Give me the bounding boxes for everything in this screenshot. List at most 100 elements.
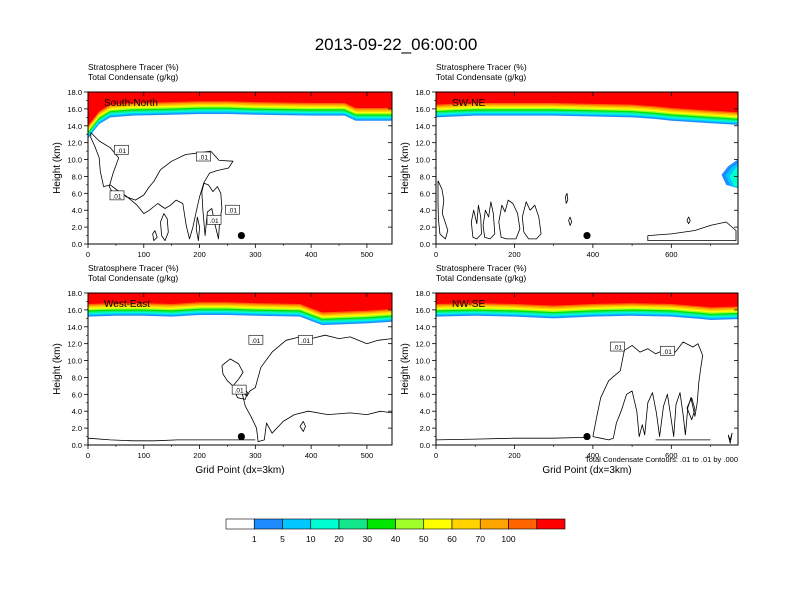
colorbar-label: 1 — [252, 534, 257, 544]
y-tick-label: 18.0 — [67, 88, 82, 97]
condensate-contour — [498, 199, 521, 240]
panel-sn: Stratosphere Tracer (%)Total Condensate … — [52, 62, 393, 259]
y-tick-label: 14.0 — [415, 122, 430, 131]
colorbar-label: 5 — [280, 534, 285, 544]
y-axis-label: Height (km) — [400, 142, 411, 194]
x-tick-label: 600 — [665, 451, 678, 460]
plot-background — [88, 92, 392, 244]
location-marker — [583, 231, 591, 240]
colorbar-label: 60 — [447, 534, 457, 544]
y-tick-label: 14.0 — [415, 323, 430, 332]
condensate-contour — [568, 216, 573, 226]
colorbar-swatch — [282, 518, 312, 530]
y-tick-label: 12.0 — [415, 340, 430, 349]
contour-label: .01 — [210, 218, 219, 225]
panel-subtitle-line: Stratosphere Tracer (%) — [88, 62, 179, 72]
y-tick-label: 0.0 — [420, 441, 430, 450]
x-tick-label: 500 — [361, 250, 374, 259]
colorbar-swatch — [536, 518, 566, 530]
colorbar-label: 70 — [476, 534, 486, 544]
x-tick-label: 0 — [434, 451, 438, 460]
location-marker — [237, 231, 245, 240]
condensate-contour — [565, 192, 569, 204]
y-tick-label: 4.0 — [72, 407, 82, 416]
y-tick-label: 8.0 — [420, 172, 430, 181]
colorbar-swatch — [479, 518, 509, 530]
colorbar-label: 100 — [501, 534, 515, 544]
panel-subtitle-line: Stratosphere Tracer (%) — [436, 62, 527, 72]
y-axis-label: Height (km) — [400, 343, 411, 395]
contour-label-box — [225, 204, 240, 215]
panel-subtitle-line: Stratosphere Tracer (%) — [88, 263, 179, 273]
y-tick-label: 6.0 — [72, 390, 82, 399]
contour-label: .01 — [663, 349, 672, 356]
colorbar-swatch — [366, 518, 396, 530]
y-axis-label: Height (km) — [52, 142, 63, 194]
panel-label: South-North — [104, 98, 158, 109]
panel-we: Stratosphere Tracer (%)Total Condensate … — [52, 263, 393, 476]
panel-nwse: Stratosphere Tracer (%) Total Condensate … — [400, 263, 739, 476]
colorbar-label: 10 — [306, 534, 316, 544]
contour-note: Total Condensate Contours: .01 to .01 by… — [585, 455, 738, 464]
y-tick-label: 14.0 — [67, 122, 82, 131]
y-tick-label: 0.0 — [72, 240, 82, 249]
colorbar-label: 50 — [419, 534, 429, 544]
condensate-contour — [470, 204, 482, 240]
condensate-contour — [727, 432, 733, 444]
x-tick-label: 400 — [587, 250, 600, 259]
contour-label: .01 — [251, 338, 260, 345]
panel-label: SW-NE — [452, 98, 485, 109]
contour-label-box — [231, 384, 247, 395]
colorbar-swatch — [508, 518, 538, 530]
contour-label-box — [109, 190, 125, 201]
y-tick-label: 8.0 — [420, 373, 430, 382]
y-tick-label: 10.0 — [67, 357, 82, 366]
condensate-contour — [88, 437, 256, 442]
contour-label-box — [660, 345, 675, 356]
x-tick-label: 200 — [508, 250, 521, 259]
colorbar-label: 40 — [391, 534, 401, 544]
contour-label: .01 — [199, 155, 208, 162]
contour-label: .01 — [235, 388, 244, 395]
y-tick-label: 16.0 — [67, 306, 82, 315]
y-tick-label: 10.0 — [415, 357, 430, 366]
condensate-contour — [686, 216, 691, 225]
y-tick-label: 4.0 — [420, 407, 430, 416]
tracer-band — [88, 293, 392, 313]
y-tick-label: 4.0 — [420, 206, 430, 215]
condensate-contour — [647, 221, 737, 241]
x-tick-label: 0 — [86, 250, 90, 259]
contour-label: .01 — [112, 193, 121, 200]
y-tick-label: 2.0 — [72, 223, 82, 232]
colorbar-swatch — [451, 518, 481, 530]
y-tick-label: 16.0 — [415, 306, 430, 315]
colorbar-swatch — [253, 518, 283, 530]
x-tick-label: 100 — [138, 250, 151, 259]
condensate-contour — [152, 230, 158, 241]
tracer-band — [436, 92, 738, 113]
x-tick-label: 200 — [508, 451, 521, 460]
panels-group: Stratosphere Tracer (%) Total Condensate … — [52, 62, 739, 476]
y-tick-label: 16.0 — [415, 105, 430, 114]
colorbar-label: 20 — [334, 534, 344, 544]
plot-background — [436, 293, 738, 445]
condensate-contour — [437, 180, 449, 240]
colorbar-label: 30 — [363, 534, 373, 544]
condensate-contour — [299, 421, 306, 432]
colorbar-swatch — [423, 518, 453, 530]
x-tick-label: 300 — [249, 451, 262, 460]
condensate-contour — [521, 201, 542, 240]
tracer-blob — [729, 166, 738, 188]
contour-label-box — [610, 341, 625, 352]
figure-title: 2013-09-22_06:00:00 — [315, 35, 478, 54]
condensate-contour — [686, 397, 696, 421]
condensate-contour — [221, 358, 244, 387]
condensate-contour — [482, 201, 496, 240]
panel-subtitle-line: Stratosphere Tracer (%) — [436, 263, 527, 273]
contour-label: .01 — [117, 148, 126, 155]
colorbar-swatch — [338, 518, 368, 530]
y-tick-label: 2.0 — [420, 223, 430, 232]
y-tick-label: 18.0 — [415, 289, 430, 298]
x-tick-label: 200 — [193, 250, 206, 259]
